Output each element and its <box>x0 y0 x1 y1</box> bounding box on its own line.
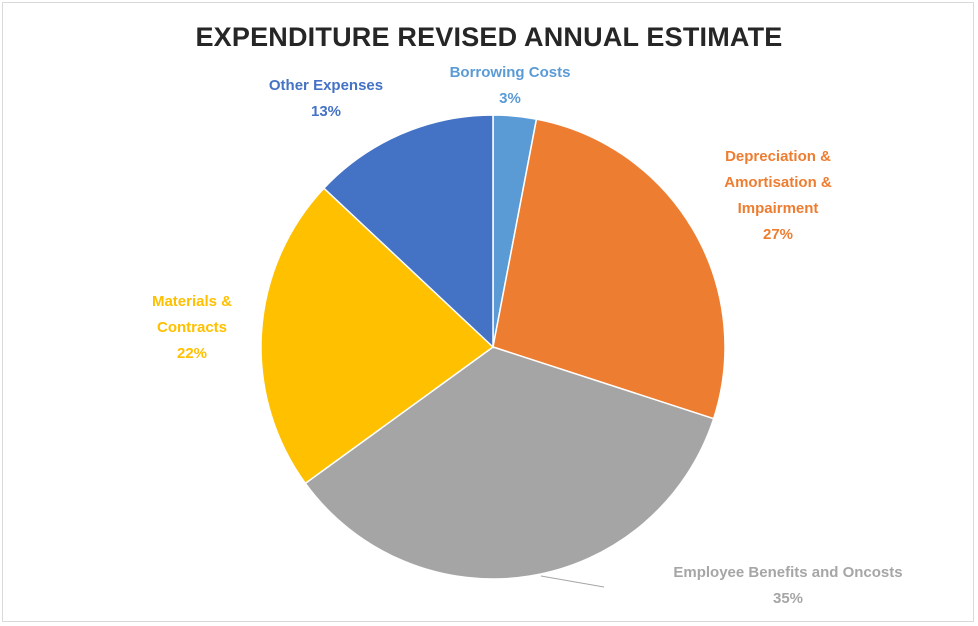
label-materials-line1: Materials & <box>151 293 233 310</box>
slice-employee-benefits <box>304 346 715 580</box>
label-depreciation-line2: Amortisation & <box>724 174 832 191</box>
label-materials-percent: 22% <box>176 345 208 362</box>
label-borrowing-costs-name: Borrowing Costs <box>449 64 571 81</box>
label-materials-contracts: Materials & Contracts 22% <box>112 289 272 367</box>
slice-materials-contracts <box>260 187 495 485</box>
chart-title: EXPENDITURE REVISED ANNUAL ESTIMATE <box>195 22 783 52</box>
label-employee-benefits: Employee Benefits and Oncosts 35% <box>618 560 958 612</box>
label-depreciation-line3: Impairment <box>737 200 819 217</box>
label-other-expenses: Other Expenses 13% <box>246 73 406 125</box>
label-employee-benefits-name: Employee Benefits and Oncosts <box>673 564 903 581</box>
label-borrowing-costs-percent: 3% <box>499 90 521 107</box>
label-other-expenses-percent: 13% <box>310 103 342 120</box>
label-borrowing-costs: Borrowing Costs 3% <box>430 60 590 112</box>
slice-depreciation <box>492 118 726 420</box>
label-materials-line2: Contracts <box>156 319 227 336</box>
label-depreciation: Depreciation & Amortisation & Impairment… <box>688 144 868 248</box>
label-depreciation-percent: 27% <box>762 226 794 243</box>
label-employee-benefits-percent: 35% <box>772 590 804 607</box>
label-depreciation-line1: Depreciation & <box>725 148 831 165</box>
employee-benefits-leader-line <box>540 575 605 588</box>
label-other-expenses-name: Other Expenses <box>268 77 384 94</box>
slice-other-expenses <box>322 114 494 349</box>
